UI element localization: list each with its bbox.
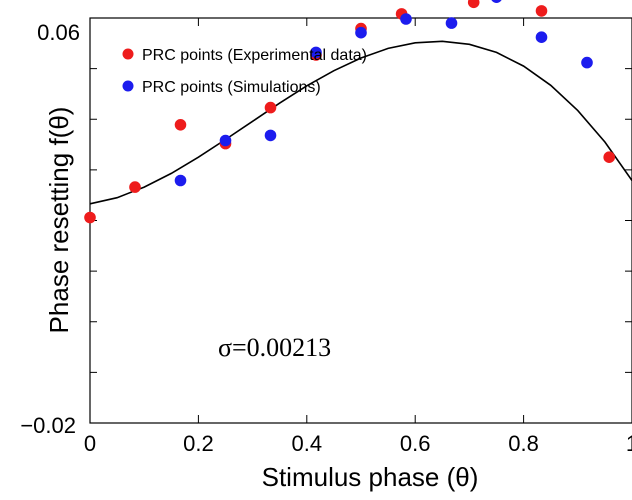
simulation-data-point xyxy=(491,0,502,3)
legend-marker-simulations xyxy=(122,80,134,92)
experimental-data-point xyxy=(603,151,615,163)
simulation-data-point xyxy=(264,129,277,142)
experimental-data-point xyxy=(535,5,548,17)
data-points-layer xyxy=(84,0,615,224)
fit-curve-line xyxy=(89,40,632,205)
y-tick-label-bottom: −0.02 xyxy=(20,413,76,438)
x-tick-label: 0 xyxy=(84,431,96,456)
simulation-data-point xyxy=(219,134,232,147)
experimental-data-point xyxy=(174,119,187,131)
x-tick-label: 0.2 xyxy=(183,431,214,456)
simulation-data-point xyxy=(310,46,322,59)
legend-marker-experimental xyxy=(122,48,134,60)
simulation-data-point xyxy=(355,26,367,39)
experimental-data-point xyxy=(84,211,96,224)
simulation-data-point xyxy=(535,31,548,43)
x-axis-title: Stimulus phase (θ) xyxy=(262,462,479,492)
experimental-data-point xyxy=(129,181,141,193)
legend-label-simulations: PRC points (Simulations) xyxy=(142,79,321,96)
legend: PRC points (Experimental data) PRC point… xyxy=(122,47,367,96)
x-axis-ticks: 0 0.2 0.4 0.6 0.8 1 xyxy=(84,18,632,456)
simulation-data-point xyxy=(581,56,593,69)
fit-curve-layer xyxy=(89,40,632,205)
x-tick-label: 0.8 xyxy=(508,431,539,456)
experimental-data-point xyxy=(467,0,480,9)
plot-area xyxy=(89,17,632,424)
x-tick-label: 1 xyxy=(626,431,632,456)
simulation-data-point xyxy=(445,17,458,29)
simulation-data-point xyxy=(174,174,187,187)
y-tick-label-top: 0.06 xyxy=(37,20,80,45)
experimental-data-point xyxy=(264,101,277,114)
sigma-annotation: σ=0.00213 xyxy=(218,333,331,362)
x-tick-label: 0.6 xyxy=(400,431,431,456)
y-axis-title: Phase resetting f(θ) xyxy=(44,107,74,334)
x-tick-label: 0.4 xyxy=(292,431,323,456)
simulation-data-point xyxy=(400,13,412,25)
legend-label-experimental: PRC points (Experimental data) xyxy=(142,47,367,64)
